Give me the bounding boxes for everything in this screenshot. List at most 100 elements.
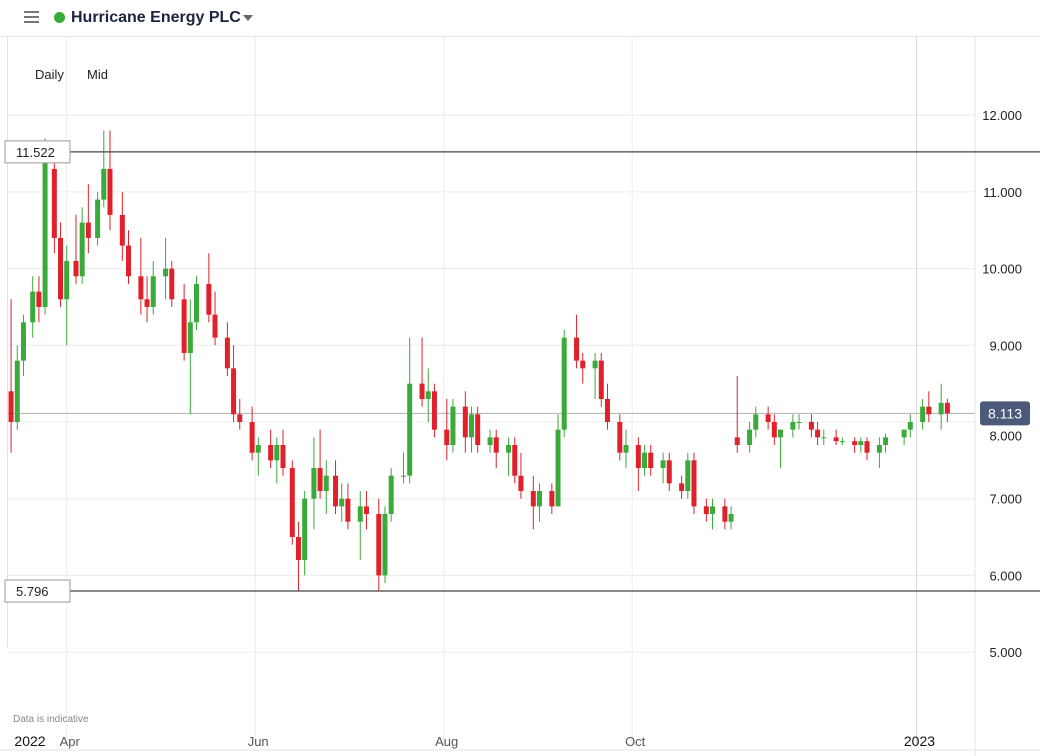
candle-up: [821, 437, 827, 439]
price-level-label: 11.522: [16, 145, 55, 160]
candle-up: [858, 441, 864, 446]
candle-down: [617, 421, 623, 453]
candle-down: [345, 498, 351, 522]
candle-down: [181, 299, 187, 353]
divider: [7, 37, 8, 647]
price-level-label: 5.796: [16, 584, 49, 599]
market-status-dot-icon: [54, 12, 65, 23]
candle-up: [450, 406, 456, 446]
candle-down: [926, 406, 932, 415]
candle-up: [79, 222, 85, 277]
x-tick-label: 2023: [904, 733, 935, 749]
candle-up: [778, 429, 783, 438]
candle-up: [710, 506, 716, 515]
candle-down: [944, 402, 950, 414]
candle-down: [138, 276, 144, 300]
candle-up: [323, 475, 329, 492]
candle-up: [685, 460, 691, 492]
candle-down: [530, 491, 536, 507]
candle-down: [280, 445, 286, 469]
candle-down: [691, 460, 697, 507]
y-tick-label: 10.000: [982, 262, 1022, 277]
candle-down: [648, 452, 654, 469]
candle-up: [790, 421, 796, 430]
candle-up: [407, 383, 413, 476]
last-price-label: 8.113: [988, 405, 1022, 421]
candle-down: [635, 445, 641, 469]
candle-up: [660, 460, 666, 469]
instrument-title[interactable]: Hurricane Energy PLC: [71, 9, 241, 26]
candle-down: [852, 441, 858, 446]
candle-up: [536, 491, 542, 507]
candle-down: [317, 468, 323, 492]
candle-down: [462, 406, 468, 438]
candle-up: [187, 322, 193, 353]
candle-down: [85, 222, 91, 238]
candle-up: [339, 498, 345, 507]
candle-down: [231, 368, 237, 415]
candle-up: [555, 429, 561, 507]
candle-down: [419, 383, 425, 399]
candle-down: [224, 337, 230, 369]
candle-up: [920, 406, 926, 422]
candle-down: [58, 237, 64, 300]
candle-up: [14, 360, 20, 422]
candle-up: [193, 283, 199, 323]
candle-up: [95, 199, 101, 238]
candle-down: [493, 437, 499, 453]
candle-down: [295, 537, 301, 561]
candle-down: [734, 437, 740, 446]
candle-down: [722, 506, 728, 522]
candle-down: [376, 514, 382, 576]
candle-down: [444, 429, 450, 446]
hamburger-menu-icon[interactable]: [24, 11, 39, 23]
y-tick-label: 8.000: [989, 428, 1022, 443]
candle-down: [119, 214, 125, 246]
candle-up: [561, 337, 567, 430]
data-disclaimer: Data is indicative: [13, 714, 89, 725]
candle-up: [506, 445, 512, 453]
candle-up: [883, 437, 889, 446]
candle-down: [8, 391, 14, 422]
candle-up: [101, 168, 107, 200]
x-tick-label: 2022: [14, 733, 45, 749]
candle-down: [549, 491, 555, 507]
y-tick-label: 9.000: [989, 338, 1022, 353]
candle-up: [425, 391, 431, 399]
candle-up: [163, 268, 169, 277]
candle-down: [580, 360, 586, 369]
candle-up: [302, 498, 308, 561]
candle-down: [512, 445, 518, 476]
candle-down: [212, 314, 218, 338]
candle-down: [431, 391, 437, 430]
candle-up: [642, 452, 648, 469]
candle-up: [388, 475, 394, 515]
y-tick-label: 7.000: [989, 492, 1022, 507]
candle-down: [864, 441, 870, 453]
candle-up: [20, 322, 26, 361]
candle-up: [728, 514, 734, 522]
candle-down: [73, 260, 79, 277]
candle-down: [815, 429, 821, 438]
candle-up: [42, 153, 48, 307]
y-tick-label: 5.000: [989, 645, 1022, 660]
x-tick-label: Jun: [248, 734, 269, 749]
candle-up: [901, 429, 907, 438]
candle-down: [249, 421, 255, 453]
candle-up: [876, 445, 882, 453]
candle-down: [363, 506, 369, 515]
candle-up: [839, 441, 845, 443]
candle-down: [771, 421, 777, 438]
candle-up: [30, 291, 36, 323]
price-type-selector[interactable]: Mid: [87, 67, 108, 82]
last-price-label-box: [980, 401, 1030, 426]
candle-down: [126, 245, 132, 277]
interval-selector[interactable]: Daily: [35, 67, 64, 82]
candle-up: [357, 506, 363, 522]
candle-down: [107, 168, 113, 215]
candle-up: [796, 421, 802, 423]
candle-up: [311, 468, 317, 499]
chevron-down-icon[interactable]: [243, 15, 253, 21]
candle-up: [401, 475, 407, 477]
